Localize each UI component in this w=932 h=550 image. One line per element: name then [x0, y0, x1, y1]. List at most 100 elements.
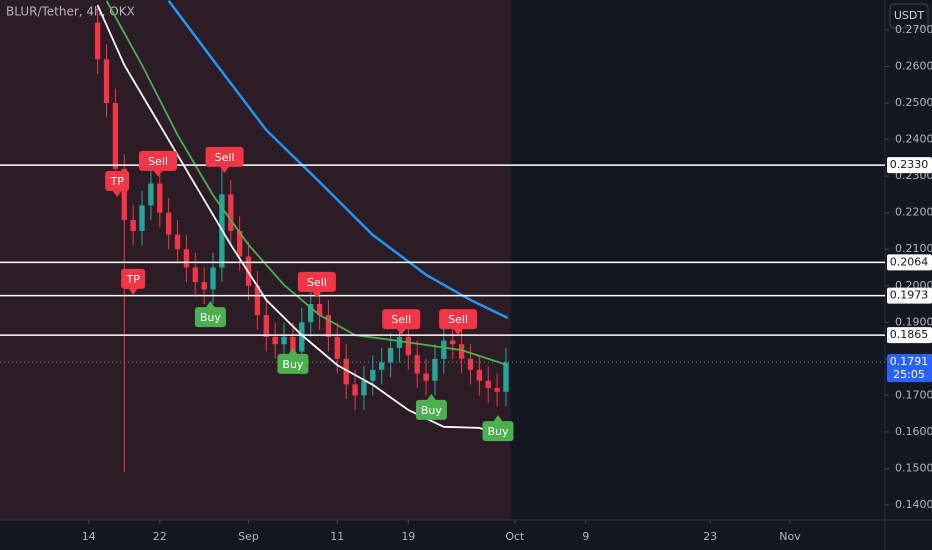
signal-box — [482, 421, 514, 442]
y-tick-label: 0.2100 — [895, 242, 932, 255]
signal-pointer — [128, 287, 139, 295]
signal-pointer — [205, 301, 216, 309]
candle-body — [343, 358, 349, 385]
candle-body — [450, 340, 456, 345]
candle-body — [467, 358, 474, 370]
candle-body — [485, 380, 491, 389]
signal-box — [139, 150, 178, 171]
x-tick-label: Oct — [505, 530, 525, 543]
x-tick-label: Nov — [779, 530, 801, 543]
signal-pointer — [153, 169, 164, 177]
candle-body — [370, 369, 376, 381]
candle-body — [148, 183, 154, 206]
candle-body — [281, 336, 287, 345]
signal-box — [382, 309, 421, 330]
candle-body — [379, 362, 385, 370]
signal-label: Sell — [307, 276, 327, 289]
candle-body — [458, 344, 465, 359]
signal-box — [415, 399, 447, 420]
candle-body — [334, 336, 340, 359]
currency-button[interactable] — [889, 3, 929, 29]
candle-body — [494, 388, 500, 392]
candle-body — [130, 219, 136, 231]
signal-pointer — [492, 415, 503, 423]
data-region — [0, 0, 511, 520]
signal-label: TP — [109, 175, 124, 188]
level-label-box — [887, 327, 932, 344]
x-tick-label: 23 — [703, 530, 717, 543]
candle-body — [290, 336, 296, 352]
candle-body — [405, 336, 411, 356]
signal-pointer — [311, 290, 322, 298]
signal-label: Buy — [487, 425, 509, 438]
candle-body — [361, 380, 367, 396]
candle-body — [272, 336, 278, 345]
x-tick-label: 9 — [582, 530, 589, 543]
signal-label: Sell — [448, 313, 468, 326]
last-price-label: 0.1791 — [890, 355, 929, 368]
candle-body — [316, 304, 323, 315]
signal-box — [105, 170, 130, 191]
y-tick-label: 0.2500 — [895, 96, 932, 109]
y-tick-label: 0.2700 — [895, 23, 932, 36]
signal-pointer — [219, 165, 230, 173]
y-tick-label: 0.1900 — [895, 315, 932, 328]
y-tick-label: 0.2200 — [895, 206, 932, 219]
signal-box — [439, 309, 478, 330]
candle-body — [299, 322, 305, 352]
candle-body — [423, 373, 429, 381]
signal-box — [277, 353, 309, 374]
level-label: 0.1865 — [890, 328, 929, 341]
signal-box — [205, 146, 244, 167]
candle-body — [174, 234, 181, 250]
level-label-box — [887, 254, 932, 271]
level-label-box — [887, 157, 932, 174]
candle-body — [254, 285, 261, 315]
candle-body — [165, 212, 172, 235]
y-tick-label: 0.1600 — [895, 425, 932, 438]
signal-pointer — [396, 328, 407, 336]
candle-body — [387, 347, 394, 363]
x-tick-label: 11 — [330, 530, 344, 543]
candle-body — [325, 314, 332, 337]
candle-body — [139, 205, 145, 231]
candle-body — [192, 267, 198, 283]
candle-body — [94, 22, 101, 60]
signal-box — [194, 307, 226, 328]
candle-body — [396, 336, 403, 348]
signal-label: Sell — [148, 155, 168, 168]
candle-body — [432, 358, 438, 381]
signal-box — [121, 268, 146, 289]
y-tick-label: 0.1700 — [895, 388, 932, 401]
signal-label: Sell — [391, 313, 411, 326]
countdown-label: 25:05 — [893, 368, 925, 381]
signal-label: Sell — [215, 151, 235, 164]
signal-pointer — [453, 328, 464, 336]
candle-body — [201, 282, 207, 290]
currency-button-label[interactable]: USDT — [894, 9, 925, 22]
signal-pointer — [112, 189, 123, 197]
candle-body — [157, 183, 163, 213]
candle-body — [263, 314, 269, 337]
y-tick-label: 0.1500 — [895, 461, 932, 474]
level-label: 0.2330 — [890, 158, 929, 171]
signal-label: Buy — [200, 311, 222, 324]
candle-body — [503, 362, 509, 392]
candle-body — [414, 355, 420, 374]
candle-body — [183, 249, 190, 268]
candle-body — [441, 340, 447, 359]
signal-pointer — [287, 347, 298, 355]
candle-body — [112, 103, 119, 169]
candle-body — [228, 194, 234, 231]
signal-label: TP — [125, 273, 140, 286]
signal-box — [297, 271, 336, 292]
candle-body — [103, 59, 110, 104]
x-tick-label: 22 — [153, 530, 167, 543]
y-tick-label: 0.2400 — [895, 133, 932, 146]
level-label: 0.2064 — [890, 255, 929, 268]
signal-label: Buy — [282, 358, 304, 371]
y-tick-label: 0.2600 — [895, 60, 932, 73]
level-label: 0.1973 — [890, 289, 929, 302]
candle-body — [308, 304, 314, 323]
